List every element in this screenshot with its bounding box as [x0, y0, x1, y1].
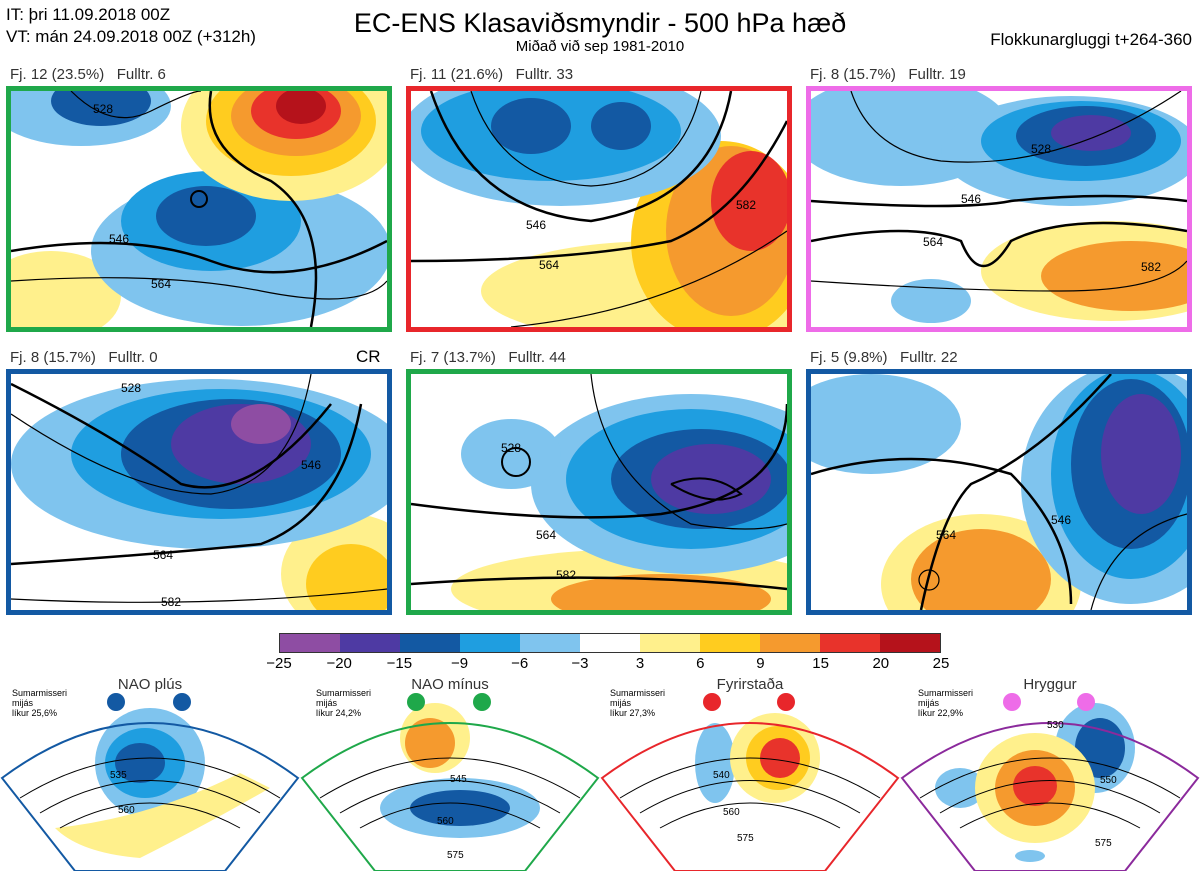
regime-dot	[407, 693, 425, 711]
regime-nao-plus: 535 560	[0, 678, 300, 871]
cluster-map-4: 528 564 582 546	[6, 369, 392, 615]
regime-blocking: 540 560 575	[600, 678, 900, 871]
valid-time: VT: mán 24.09.2018 00Z (+312h)	[6, 27, 256, 46]
svg-text:546: 546	[1051, 513, 1071, 527]
svg-text:560: 560	[437, 816, 454, 827]
colorbar-tick-label: −6	[511, 655, 529, 672]
colorbar-tick-label: 25	[932, 655, 950, 672]
svg-text:560: 560	[118, 805, 135, 816]
svg-text:528: 528	[501, 441, 521, 455]
colorbar-swatch	[580, 634, 640, 652]
colorbar-tick-label: −15	[386, 655, 413, 672]
svg-text:550: 550	[1100, 775, 1117, 786]
colorbar-tick-label: 20	[872, 655, 890, 672]
regime-nao-minus: 545 560 575	[300, 678, 600, 871]
regime-dot	[1003, 693, 1021, 711]
svg-text:528: 528	[121, 381, 141, 395]
cluster-map-2: 546 564 582	[406, 86, 792, 332]
cluster-map-3: 528 546 564 582	[806, 86, 1192, 332]
colorbar-swatch	[340, 634, 400, 652]
colorbar-swatch	[400, 634, 460, 652]
colorbar-swatch	[520, 634, 580, 652]
regime-note-2: Sumarmisseri mijás líkur 24,2%	[316, 688, 372, 718]
cluster-map-5: 528 564 582	[406, 369, 792, 615]
regime-dot	[173, 693, 191, 711]
colorbar-swatch	[700, 634, 760, 652]
regime-ridge: 530 550 575	[900, 678, 1200, 871]
panel-label-3: Fj. 8 (15.7%) Fulltr. 19	[810, 66, 966, 83]
panel-label-6: Fj. 5 (9.8%) Fulltr. 22	[810, 349, 958, 366]
regime-dot	[107, 693, 125, 711]
regime-dot	[777, 693, 795, 711]
regime-dot	[1077, 693, 1095, 711]
regime-note-3: Sumarmisseri mijás líkur 27,3%	[610, 688, 666, 718]
regime-name-2: NAO mínus	[411, 676, 489, 693]
regime-note-4: Sumarmisseri mijás líkur 22,9%	[918, 688, 974, 718]
colorbar-swatch	[760, 634, 820, 652]
svg-text:564: 564	[536, 528, 556, 542]
colorbar-swatch	[460, 634, 520, 652]
colorbar-swatch	[640, 634, 700, 652]
cluster-map-1: 528 546 564	[6, 86, 392, 332]
colorbar-tick-label: 15	[812, 655, 829, 672]
svg-text:546: 546	[961, 192, 981, 206]
regime-note-1: Sumarmisseri mijás líkur 25,6%	[12, 688, 68, 718]
svg-text:582: 582	[1141, 260, 1161, 274]
svg-text:545: 545	[450, 774, 467, 785]
panel-label-1: Fj. 12 (23.5%) Fulltr. 6	[10, 66, 166, 83]
colorbar-tick-label: −20	[326, 655, 352, 672]
svg-text:530: 530	[1047, 720, 1064, 731]
svg-text:540: 540	[713, 770, 730, 781]
svg-text:535: 535	[110, 770, 127, 781]
svg-text:564: 564	[539, 258, 559, 272]
panel-label-5: Fj. 7 (13.7%) Fulltr. 44	[410, 349, 566, 366]
page-title: EC-ENS Klasaviðsmyndir - 500 hPa hæð	[353, 8, 847, 38]
svg-text:582: 582	[556, 568, 576, 582]
svg-text:560: 560	[723, 807, 740, 818]
colorbar-tick-label: −25	[266, 655, 292, 672]
svg-text:546: 546	[109, 232, 129, 246]
colorbar-tick-label: −9	[450, 655, 469, 672]
regime-name-3: Fyrirstaða	[716, 676, 784, 693]
colorbar-swatch	[280, 634, 340, 652]
panel-tag-cr: CR	[356, 347, 381, 366]
panel-label-4: Fj. 8 (15.7%) Fulltr. 0	[10, 349, 158, 366]
regime-dot	[703, 693, 721, 711]
colorbar-tick-label: −3	[571, 655, 589, 672]
svg-text:564: 564	[151, 277, 171, 291]
colorbar-ticks: −25 −20 −15 −9 −6 −3 3 6 9 15 20 25	[0, 655, 1200, 675]
svg-text:546: 546	[301, 458, 321, 472]
classification-window: Flokkunargluggi t+264-360	[990, 30, 1192, 49]
colorbar-tick-label: 3	[635, 655, 645, 672]
svg-text:528: 528	[1031, 142, 1051, 156]
page-subtitle: Miðað við sep 1981-2010	[515, 38, 685, 55]
colorbar-swatch	[880, 634, 940, 652]
svg-text:564: 564	[936, 528, 956, 542]
contour-label: 528	[93, 102, 113, 116]
svg-text:575: 575	[447, 850, 464, 861]
colorbar-tick-label: 6	[696, 655, 705, 672]
cluster-map-6: 546 564	[806, 369, 1192, 615]
svg-text:582: 582	[736, 198, 756, 212]
svg-text:575: 575	[737, 833, 754, 844]
regime-dot	[473, 693, 491, 711]
colorbar-swatch	[820, 634, 880, 652]
initial-time: IT: þri 11.09.2018 00Z	[6, 5, 171, 24]
regime-name-4: Hryggur	[1023, 676, 1077, 693]
svg-text:582: 582	[161, 595, 181, 609]
svg-text:564: 564	[153, 548, 173, 562]
svg-text:575: 575	[1095, 838, 1112, 849]
svg-text:546: 546	[526, 218, 546, 232]
header-times: IT: þri 11.09.2018 00Z VT: mán 24.09.201…	[6, 4, 256, 48]
svg-text:564: 564	[923, 235, 943, 249]
panel-label-2: Fj. 11 (21.6%) Fulltr. 33	[410, 66, 574, 83]
colorbar-tick-label: 9	[756, 655, 765, 672]
anomaly-colorbar	[279, 633, 941, 653]
regime-name-1: NAO plús	[117, 676, 183, 693]
